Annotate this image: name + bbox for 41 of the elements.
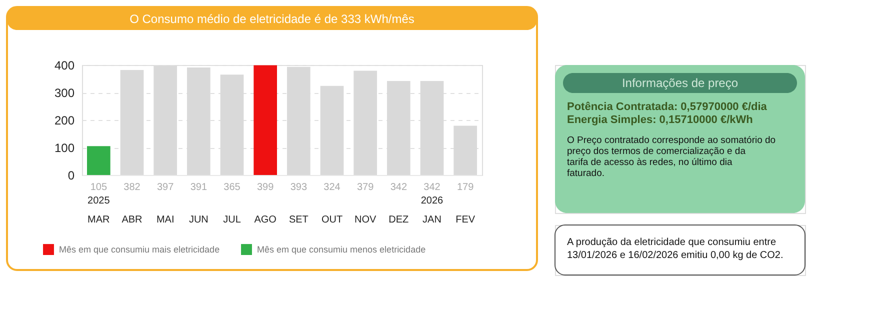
x-tick-label: AGO bbox=[254, 214, 277, 226]
data-label: 393 bbox=[290, 182, 308, 193]
x-tick-label: SET bbox=[288, 214, 308, 226]
x-tick-label: MAI bbox=[156, 214, 174, 226]
data-label: 379 bbox=[356, 182, 374, 193]
data-label: 105 bbox=[90, 182, 108, 193]
y-tick-label: 200 bbox=[54, 114, 75, 128]
x-tick-label: 2026 JAN bbox=[420, 196, 444, 226]
x-tick-label: 2025 MAR bbox=[88, 196, 110, 226]
bar bbox=[254, 65, 277, 175]
x-tick-label: FEV bbox=[456, 214, 476, 226]
data-label: 342 bbox=[390, 182, 408, 193]
x-tick-label: DEZ bbox=[388, 214, 409, 226]
x-tick-label: JUL bbox=[223, 214, 242, 226]
text: A produção da eletricidade que consumiu entre 13/01/2026 e 16/02/2026 emitiu 0,00 kg de CO2. bbox=[567, 237, 784, 261]
data-label: 365 bbox=[224, 182, 241, 193]
data-label: 397 bbox=[156, 182, 174, 193]
text: O Preço contratado corresponde ao somatório do preço dos termos de comercialização e da tarifa de acesso às redes, no último dia faturado. bbox=[567, 135, 776, 179]
legend-label: Mês em que consumiu mais eletricidade bbox=[59, 244, 220, 255]
legend-label: Mês em que consumiu menos eletricidade bbox=[257, 244, 426, 255]
bar bbox=[87, 146, 110, 175]
x-tick-label: NOV bbox=[354, 214, 376, 226]
x-tick-label: OUT bbox=[321, 214, 343, 226]
data-label: 342 bbox=[424, 182, 441, 193]
bar bbox=[320, 86, 344, 175]
data-label: 324 bbox=[324, 182, 341, 193]
data-label: 399 bbox=[256, 182, 274, 193]
x-tick-label: ABR bbox=[122, 214, 142, 226]
data-label: 179 bbox=[456, 182, 474, 193]
chart-title: O Consumo médio de eletricidade é de 333 kWh/mês bbox=[130, 12, 414, 26]
y-tick-label: 0 bbox=[68, 168, 75, 182]
x-tick-label: JUN bbox=[188, 214, 208, 226]
text: Informações de preço bbox=[622, 76, 738, 90]
y-tick-label: 400 bbox=[54, 58, 75, 72]
data-label: 382 bbox=[124, 182, 141, 193]
data-label: 391 bbox=[190, 182, 208, 193]
y-tick-label: 300 bbox=[54, 86, 75, 100]
y-tick-label: 100 bbox=[54, 141, 75, 155]
text: Energia Simples: 0,15710000 €/kWh bbox=[567, 114, 754, 126]
bar bbox=[120, 70, 144, 175]
text: Potência Contratada: 0,57970000 €/dia bbox=[567, 101, 768, 113]
